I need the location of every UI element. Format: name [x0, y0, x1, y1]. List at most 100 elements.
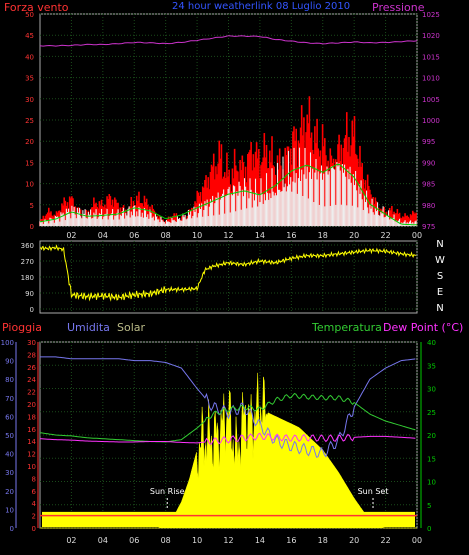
direction-panel-axes: 0 90 180 270 360: [21, 242, 34, 314]
solar-label: Solar: [117, 321, 146, 334]
x-tick-label: 04: [98, 231, 108, 240]
rain-tick-label: 10: [27, 463, 36, 471]
rain-tick-label: 22: [27, 389, 36, 397]
humidity-tick-label: 70: [5, 395, 14, 403]
direction-tick-label: 90: [25, 290, 34, 298]
x-tick-label: 04: [98, 536, 108, 545]
y-left-tick-label: 50: [25, 11, 34, 19]
y-right-tick-label: 1025: [422, 11, 440, 19]
x-tick-label: 16: [286, 536, 296, 545]
x-tick-label: 22: [380, 231, 390, 240]
wind-panel-plot: [39, 35, 418, 226]
x-tick-label: 08: [161, 231, 171, 240]
direction-panel-plot: [39, 244, 417, 302]
temperature-tick-label: 35: [427, 362, 436, 370]
x-tick-label: 20: [349, 231, 359, 240]
x-tick-label: 14: [255, 231, 265, 240]
humidity-tick-label: 10: [5, 506, 14, 514]
y-right-tick-label: 975: [422, 223, 435, 231]
y-left-tick-label: 35: [25, 75, 34, 83]
solar-baseline-band: [42, 511, 415, 527]
compass-label: N: [436, 239, 443, 250]
x-tick-label: 02: [66, 536, 76, 545]
direction-panel-grid: [40, 241, 418, 313]
y-left-tick-label: 5: [30, 202, 34, 210]
temperature-line: [39, 392, 416, 443]
climate-panel-axes: 0102030405060708090100024681012141618202…: [1, 339, 436, 545]
x-tick-label: 16: [286, 231, 296, 240]
compass-label: E: [437, 287, 443, 298]
temperature-tick-label: 40: [427, 339, 436, 347]
wind-avg-line: [39, 163, 417, 226]
temperature-tick-label: 15: [427, 455, 436, 463]
humidity-tick-label: 90: [5, 358, 14, 366]
rain-tick-label: 6: [32, 488, 37, 496]
humidity-tick-label: 80: [5, 376, 14, 384]
y-right-tick-label: 990: [422, 159, 435, 167]
humidity-label: Umidita: [67, 321, 110, 334]
rain-tick-label: 16: [27, 426, 36, 434]
temperature-tick-label: 0: [427, 525, 431, 533]
humidity-line: [40, 356, 416, 458]
temperature-tick-label: 25: [427, 409, 436, 417]
humidity-tick-label: 50: [5, 432, 14, 440]
wind-panel-grid: [40, 13, 418, 227]
x-tick-label: 00: [412, 536, 422, 545]
y-right-tick-label: 1010: [422, 75, 440, 83]
temperature-tick-label: 20: [427, 432, 436, 440]
x-tick-label: 18: [318, 231, 328, 240]
humidity-tick-label: 0: [10, 525, 14, 533]
direction-tick-label: 270: [21, 258, 34, 266]
rain-tick-label: 12: [27, 451, 36, 459]
compass-label: S: [437, 271, 443, 282]
x-tick-label: 10: [192, 536, 202, 545]
y-left-tick-label: 20: [25, 138, 34, 146]
humidity-tick-label: 40: [5, 451, 14, 459]
direction-tick-label: 0: [30, 306, 34, 314]
x-tick-label: 12: [223, 231, 233, 240]
x-tick-label: 02: [66, 231, 76, 240]
y-left-tick-label: 15: [25, 159, 34, 167]
temperature-tick-label: 10: [427, 479, 436, 487]
compass-label: N: [436, 303, 443, 314]
temperature-label: Temperatura: [311, 321, 382, 334]
y-right-tick-label: 995: [422, 138, 435, 146]
rain-tick-label: 8: [32, 475, 36, 483]
x-tick-label: 12: [223, 536, 233, 545]
y-left-tick-label: 25: [25, 117, 34, 125]
humidity-tick-label: 20: [5, 488, 14, 496]
x-tick-label: 06: [129, 536, 139, 545]
dew-point-line: [39, 432, 416, 445]
rain-tick-label: 2: [32, 513, 36, 521]
rain-tick-label: 24: [27, 376, 36, 384]
chart-title: 24 hour weatherlink 08 Luglio 2010: [172, 1, 350, 12]
pressure-label: Pressione: [372, 1, 425, 14]
rain-tick-label: 20: [27, 401, 36, 409]
y-right-tick-label: 1000: [422, 117, 440, 125]
compass-label: W: [435, 255, 445, 266]
humidity-tick-label: 100: [1, 339, 14, 347]
humidity-tick-label: 30: [5, 469, 14, 477]
y-left-tick-label: 30: [25, 96, 34, 104]
x-tick-label: 06: [129, 231, 139, 240]
x-tick-label: 20: [349, 536, 359, 545]
annotation-label: Sun Rise: [150, 487, 185, 496]
y-right-tick-label: 1005: [422, 96, 440, 104]
y-left-tick-label: 0: [30, 223, 34, 231]
solar-area: [40, 372, 417, 529]
rain-tick-label: 26: [27, 364, 36, 372]
rain-label: Pioggia: [2, 321, 42, 334]
climate-panel-annotations: Sun Rise Sun Set: [150, 487, 388, 510]
humidity-tick-label: 60: [5, 413, 14, 421]
x-tick-label: 22: [380, 536, 390, 545]
x-tick-label: 14: [255, 536, 265, 545]
x-tick-label: 10: [192, 231, 202, 240]
rain-tick-label: 4: [32, 500, 37, 508]
y-right-tick-label: 1015: [422, 53, 440, 61]
rain-tick-label: 0: [32, 525, 36, 533]
y-left-tick-label: 10: [25, 181, 34, 189]
climate-panel-plot: [39, 356, 417, 529]
wind-direction-line: [39, 244, 417, 302]
wind-panel-axes: 0510152025303540455097598098599099510001…: [25, 11, 440, 240]
